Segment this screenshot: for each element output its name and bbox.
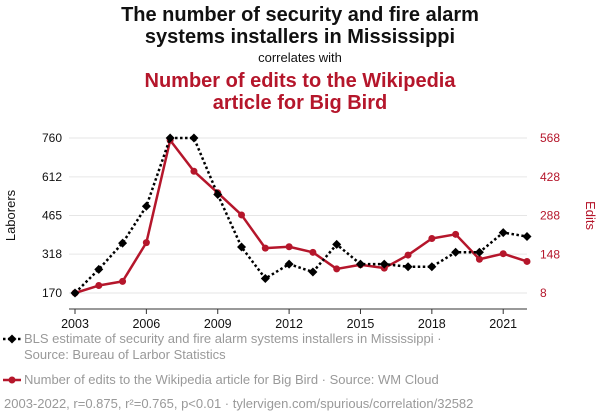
- left-axis-tick-label: 760: [42, 131, 62, 145]
- series-laborers-point: [165, 133, 175, 143]
- series-edits-point: [428, 234, 436, 242]
- series-laborers-point: [403, 262, 413, 272]
- series-laborers-point: [141, 201, 151, 211]
- left-axis-tick-label: 612: [42, 170, 62, 184]
- right-axis-tick-label: 148: [540, 247, 560, 261]
- series-laborers-point: [332, 239, 342, 249]
- left-axis-title: Laborers: [3, 189, 18, 241]
- left-axis-tick-label: 170: [42, 286, 62, 300]
- series-laborers-point: [237, 242, 247, 252]
- series-edits-point: [452, 230, 460, 238]
- series-edits-point: [142, 239, 150, 247]
- chart-footer: 2003-2022, r=0.875, r²=0.765, p<0.01 · t…: [4, 396, 474, 411]
- series-laborers-point: [94, 264, 104, 274]
- series-laborers-point: [474, 247, 484, 257]
- chart-connector-text: correlates with: [258, 50, 342, 65]
- legend-series1-line-1: BLS estimate of security and fire alarm …: [24, 331, 442, 346]
- chart-title-line-2: systems installers in Mississippi: [144, 26, 456, 48]
- series-laborers-line: [74, 136, 528, 294]
- series-edits-point: [333, 265, 341, 273]
- chart-subtitle-line-1: Number of edits to the Wikipedia: [144, 70, 456, 92]
- series-laborers-point: [355, 259, 365, 269]
- series-laborers-point: [70, 288, 80, 298]
- right-axis-tick-label: 568: [540, 131, 560, 145]
- x-axis-tick-label: 2009: [204, 317, 232, 331]
- series-laborers-point: [379, 259, 389, 269]
- x-axis-tick-label: 2018: [418, 317, 446, 331]
- chart-title: The number of security and fire alarm sy…: [0, 4, 600, 48]
- series-laborers-point: [213, 189, 223, 199]
- series-laborers-point: [451, 247, 461, 257]
- series-laborers-point: [118, 238, 128, 248]
- series-laborers-point: [522, 232, 532, 242]
- legend-series1-swatch-marker: [7, 334, 17, 344]
- legend-series1-line-2: Source: Bureau of Larbor Statistics: [24, 347, 226, 362]
- right-axis-tick-label: 8: [540, 286, 547, 300]
- legend-series2-swatch-marker: [8, 376, 16, 384]
- x-axis-tick-label: 2015: [347, 317, 375, 331]
- legend-series1-label[interactable]: BLS estimate of security and fire alarm …: [24, 331, 442, 363]
- series-edits-line: [74, 138, 528, 295]
- chart-subtitle-line-2: article for Big Bird: [212, 92, 388, 114]
- right-axis-title: Edits: [583, 201, 598, 230]
- series-edits-point: [190, 167, 198, 175]
- x-axis-tick-label: 2006: [132, 317, 160, 331]
- chart-subtitle: Number of edits to the Wikipedia article…: [0, 70, 600, 114]
- series-edits-point: [523, 257, 531, 265]
- x-axis-tick-label: 2003: [61, 317, 89, 331]
- series-edits-point: [119, 277, 127, 285]
- series-edits-point: [499, 250, 507, 258]
- series-edits-point: [238, 211, 246, 219]
- left-axis-tick-label: 465: [42, 209, 62, 223]
- series-edits-point: [404, 251, 412, 259]
- series-edits-point: [285, 243, 293, 251]
- right-axis-tick-label: 428: [540, 170, 560, 184]
- series-edits-point: [261, 244, 269, 252]
- x-axis-tick-label: 2021: [489, 317, 517, 331]
- legend-series2-label[interactable]: Number of edits to the Wikipedia article…: [24, 372, 439, 387]
- right-axis-tick-label: 288: [540, 209, 560, 223]
- series-edits-point: [95, 282, 103, 290]
- left-axis-tick-label: 318: [42, 247, 62, 261]
- series-laborers-point: [189, 133, 199, 143]
- series-laborers-point: [308, 267, 318, 277]
- series-edits-point: [475, 255, 483, 263]
- x-axis-tick-label: 2012: [275, 317, 303, 331]
- series-laborers-point: [427, 262, 437, 272]
- chart-title-line-1: The number of security and fire alarm: [121, 4, 479, 26]
- series-laborers-point: [284, 259, 294, 269]
- series-laborers-point: [260, 274, 270, 284]
- series-laborers-point: [498, 228, 508, 238]
- series-edits-point: [309, 248, 317, 256]
